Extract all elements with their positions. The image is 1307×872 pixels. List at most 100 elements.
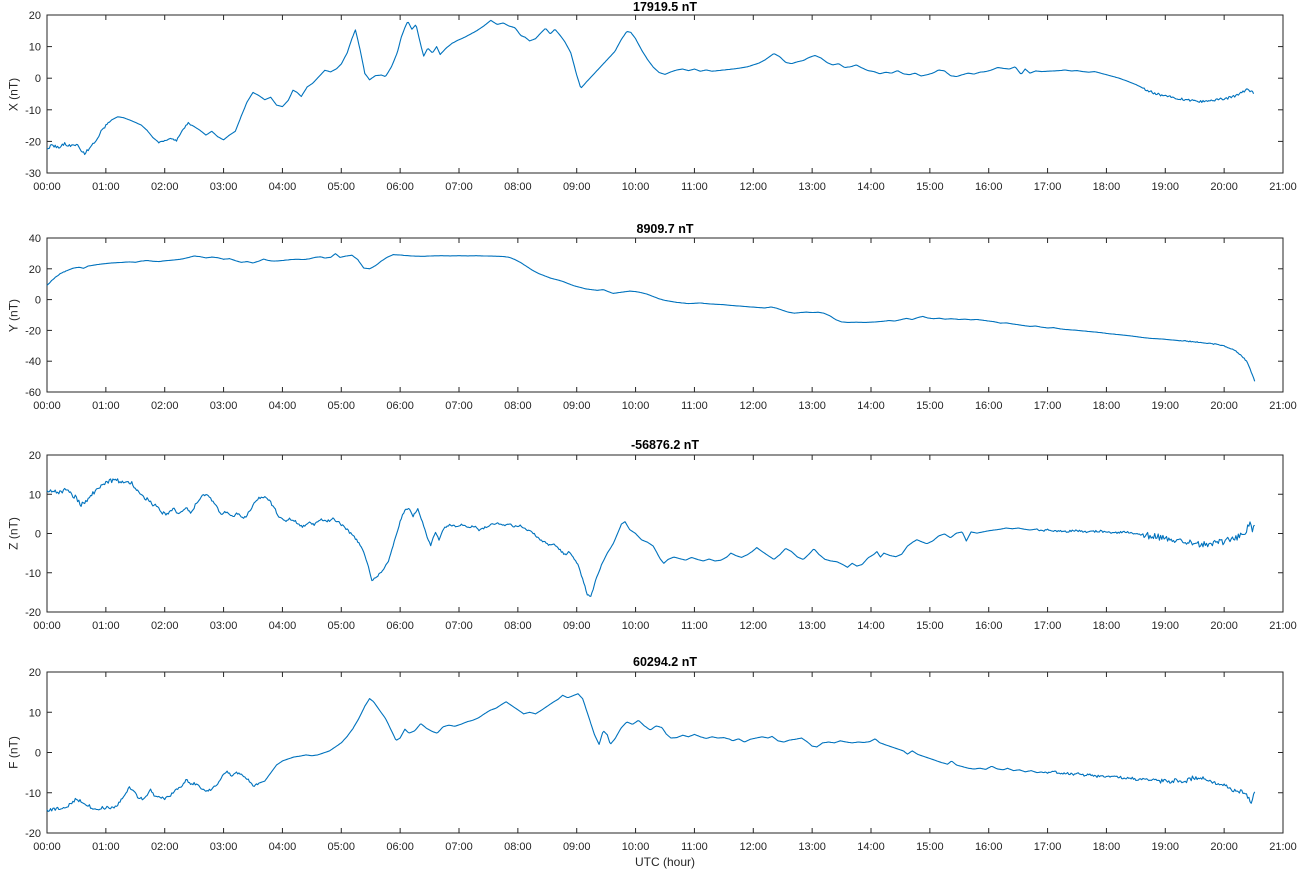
x-tick-label: 19:00 [1152, 841, 1180, 853]
x-tick-label: 07:00 [445, 181, 473, 193]
x-tick-label: 08:00 [504, 620, 532, 632]
plot3-title: -56876.2 nT [630, 438, 700, 452]
line-series-X [46, 19, 1255, 156]
x-tick-label: 17:00 [1034, 181, 1062, 193]
subplot-X: 00:00 01:00 02:00 03:00 04:00 05:00 06:00 07:00… [25, 10, 1297, 193]
x-tick-label: 05:00 [328, 400, 356, 412]
x-tick-label: 11:00 [681, 181, 708, 193]
x-tick-label: 03:00 [210, 181, 238, 193]
plot1-title: 17919.5 nT [633, 0, 697, 14]
x-tick-label: 13:00 [798, 620, 826, 632]
x-tick-label: 16:00 [975, 181, 1003, 193]
y-tick-label: -10 [25, 788, 41, 800]
line-series-Y [46, 253, 1256, 382]
x-tick-label: 11:00 [681, 620, 708, 632]
x-tick-label: 02:00 [151, 400, 179, 412]
x-tick-label: 01:00 [92, 841, 120, 853]
x-tick-label: 08:00 [504, 841, 532, 853]
x-tick-label: 09:00 [563, 841, 591, 853]
x-tick-label: 09:00 [563, 400, 591, 412]
y-tick-label: -20 [25, 325, 41, 337]
y-tick-label: 0 [35, 748, 41, 760]
x-tick-label: 18:00 [1093, 400, 1121, 412]
x-tick-label: 07:00 [445, 620, 473, 632]
x-tick-label: 06:00 [386, 400, 414, 412]
x-tick-label: 00:00 [33, 400, 61, 412]
y-tick-label: 10 [29, 42, 41, 54]
x-tick-label: 21:00 [1269, 181, 1297, 193]
line-series-F [46, 693, 1256, 812]
x-tick-label: 12:00 [740, 841, 768, 853]
x-tick-label: 15:00 [916, 620, 944, 632]
x-tick-label: 10:00 [622, 620, 650, 632]
x-tick-label: 19:00 [1152, 620, 1180, 632]
x-tick-label: 21:00 [1269, 400, 1297, 412]
x-tick-label: 04:00 [269, 620, 297, 632]
subplot-F: 00:00 01:00 02:00 03:00 04:00 05:00 06:00 07:00… [25, 667, 1297, 853]
subplot-Z: 00:00 01:00 02:00 03:00 04:00 05:00 06:00 07:00… [25, 450, 1297, 632]
plot4-ylabel: F (nT) [6, 736, 21, 769]
x-tick-label: 08:00 [504, 181, 532, 193]
x-tick-label: 06:00 [386, 841, 414, 853]
x-tick-label: 03:00 [210, 400, 238, 412]
x-tick-label: 03:00 [210, 841, 238, 853]
x-tick-label: 18:00 [1093, 620, 1121, 632]
y-tick-label: 10 [29, 489, 41, 501]
x-tick-label: 17:00 [1034, 400, 1062, 412]
y-tick-label: 40 [29, 233, 41, 245]
y-tick-label: 10 [29, 707, 41, 719]
plot2-ylabel: Y (nT) [6, 298, 21, 333]
x-tick-label: 02:00 [151, 841, 179, 853]
x-tick-label: 16:00 [975, 620, 1003, 632]
x-tick-label: 14:00 [857, 400, 885, 412]
x-tick-label: 14:00 [857, 620, 885, 632]
y-tick-label: 20 [29, 450, 41, 462]
x-tick-label: 13:00 [798, 841, 826, 853]
x-tick-label: 20:00 [1210, 841, 1238, 853]
x-tick-label: 16:00 [975, 841, 1003, 853]
y-tick-label: 0 [35, 295, 41, 307]
x-tick-label: 13:00 [798, 181, 826, 193]
x-tick-label: 04:00 [269, 400, 297, 412]
x-tick-label: 12:00 [740, 620, 768, 632]
x-tick-label: 06:00 [386, 181, 414, 193]
x-tick-label: 00:00 [33, 181, 61, 193]
x-tick-label: 09:00 [563, 181, 591, 193]
x-tick-label: 16:00 [975, 400, 1003, 412]
y-tick-label: -30 [25, 168, 41, 180]
x-tick-label: 07:00 [445, 400, 473, 412]
plot1-ylabel: X (nT) [6, 77, 21, 112]
x-tick-label: 11:00 [681, 841, 708, 853]
x-tick-label: 00:00 [33, 620, 61, 632]
x-tick-label: 21:00 [1269, 841, 1297, 853]
x-tick-label: 15:00 [916, 400, 944, 412]
x-tick-label: 20:00 [1210, 181, 1238, 193]
x-tick-label: 17:00 [1034, 620, 1062, 632]
x-axis-label: UTC (hour) [634, 855, 695, 869]
plot3-ylabel: Z (nT) [6, 517, 21, 550]
x-tick-label: 19:00 [1152, 181, 1180, 193]
x-tick-label: 02:00 [151, 181, 179, 193]
x-tick-label: 12:00 [740, 181, 768, 193]
x-tick-label: 01:00 [92, 400, 120, 412]
y-tick-label: -10 [25, 105, 41, 117]
x-tick-label: 15:00 [916, 841, 944, 853]
x-tick-label: 18:00 [1093, 181, 1121, 193]
y-tick-label: -60 [25, 387, 41, 399]
x-tick-label: 14:00 [857, 181, 885, 193]
x-tick-label: 14:00 [857, 841, 885, 853]
plot2-title: 8909.7 nT [636, 222, 694, 236]
y-tick-label: -20 [25, 828, 41, 840]
x-tick-label: 12:00 [740, 400, 768, 412]
subplot-Y: 00:00 01:00 02:00 03:00 04:00 05:00 06:00 07:00… [25, 233, 1297, 412]
x-tick-label: 06:00 [386, 620, 414, 632]
x-tick-label: 05:00 [328, 841, 356, 853]
y-tick-label: 20 [29, 667, 41, 679]
x-tick-label: 20:00 [1210, 400, 1238, 412]
x-tick-label: 15:00 [916, 181, 944, 193]
x-tick-label: 05:00 [328, 620, 356, 632]
x-tick-label: 10:00 [622, 181, 650, 193]
x-tick-label: 17:00 [1034, 841, 1062, 853]
x-tick-label: 07:00 [445, 841, 473, 853]
